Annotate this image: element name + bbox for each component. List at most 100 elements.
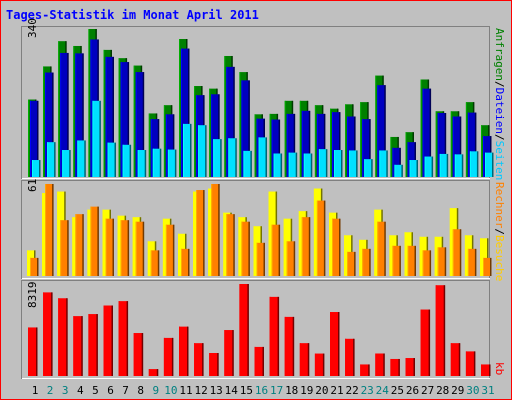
bar-kbytes-shade	[277, 296, 280, 376]
bar-pages-shade	[280, 153, 283, 177]
day-label: 8	[137, 384, 144, 397]
bar-kbytes	[390, 358, 400, 376]
bar-pages-highlight	[303, 153, 305, 177]
bar-kbytes-shade	[383, 353, 385, 376]
bar-kbytes-shade	[489, 364, 491, 376]
bar-kbytes-highlight	[179, 326, 180, 376]
bar-files	[30, 100, 38, 177]
day-label: 24	[376, 384, 390, 397]
bar-pages	[92, 100, 101, 177]
bar-hits-highlight	[103, 49, 105, 177]
bar-files	[105, 56, 114, 177]
day-label: 13	[210, 384, 223, 397]
bar-pages-shade	[99, 100, 101, 177]
bar-visits-highlight	[480, 238, 481, 276]
bar-sites-highlight	[105, 218, 107, 276]
bar-sites-highlight	[301, 217, 303, 276]
bar-sites	[211, 184, 220, 276]
bar-sites-shade	[172, 224, 175, 276]
day-label: 23	[361, 384, 374, 397]
bar-hits-highlight	[375, 75, 377, 177]
day-label: 31	[481, 384, 494, 397]
bar-files-shade	[354, 116, 356, 177]
day-label: 29	[451, 384, 464, 397]
bar-pages	[485, 152, 493, 177]
bar-sites	[362, 248, 371, 276]
bar-pages-shade	[371, 159, 373, 177]
bar-visits-highlight	[313, 188, 315, 276]
day-label: 28	[436, 384, 449, 397]
bar-sites	[150, 250, 159, 276]
legend-pages: Seiten	[493, 141, 506, 181]
bar-kbytes	[360, 364, 370, 376]
bar-sites-highlight	[45, 184, 47, 276]
bar-sites-highlight	[347, 251, 349, 276]
bar-sites-shade	[127, 220, 130, 276]
bar-kbytes-shade	[353, 338, 355, 376]
day-label: 14	[225, 384, 239, 397]
bar-kbytes-shade	[473, 351, 476, 376]
bar-kbytes	[465, 351, 475, 376]
day-label: 21	[330, 384, 343, 397]
day-label: 9	[152, 384, 159, 397]
bar-files-highlight	[196, 95, 198, 177]
bar-sites-shade	[490, 257, 492, 276]
bar-sites	[196, 190, 205, 276]
bar-kbytes-highlight	[43, 292, 45, 376]
bar-pages	[349, 150, 358, 177]
bar-kbytes-shade	[443, 285, 446, 376]
bar-sites	[347, 251, 356, 276]
bar-hits-highlight	[58, 41, 60, 178]
bar-kbytes-highlight	[224, 330, 226, 376]
bar-sites	[452, 229, 461, 276]
bar-pages-shade	[235, 138, 237, 177]
bar-pages	[364, 159, 373, 177]
day-label: 17	[270, 384, 283, 397]
bar-pages-shade	[159, 148, 162, 177]
bar-pages-highlight	[198, 125, 200, 177]
bar-sites-shade	[203, 190, 205, 276]
bar-files-highlight	[467, 112, 469, 177]
bar-sites-shade	[233, 214, 235, 276]
bar-files-highlight	[407, 142, 409, 177]
bar-sites-highlight	[181, 248, 182, 276]
bar-files-shade	[157, 119, 160, 177]
bar-sites-highlight	[362, 248, 364, 276]
bar-files-highlight	[362, 119, 364, 177]
bar-visits-highlight	[193, 191, 195, 276]
bar-files	[301, 110, 310, 177]
bar-pages-shade	[356, 150, 358, 177]
bar-kbytes-highlight	[118, 301, 120, 376]
bar-pages-shade	[386, 150, 388, 177]
bar-pages-shade	[325, 149, 328, 177]
bar-sites-shade	[399, 245, 401, 276]
bar-files-shade	[248, 80, 250, 177]
bar-files	[347, 116, 356, 177]
bar-hits-highlight	[133, 65, 135, 177]
bar-pages-highlight	[152, 148, 154, 177]
bar-pages-shade	[250, 150, 252, 177]
bar-files	[332, 112, 340, 177]
bar-files	[241, 80, 250, 177]
bar-pages-shade	[174, 149, 177, 177]
bar-pages	[62, 150, 71, 177]
bar-sites-shade	[278, 224, 281, 276]
bar-pages-highlight	[273, 153, 275, 177]
bar-kbytes-shade	[66, 298, 68, 376]
bar-kbytes	[179, 326, 188, 376]
bar-files	[135, 72, 144, 177]
bar-sites-highlight	[422, 250, 424, 276]
bar-hits-highlight	[345, 104, 347, 177]
bar-kbytes-shade	[202, 343, 204, 376]
bar-files-highlight	[211, 94, 213, 177]
bar-kbytes-shade	[338, 312, 340, 376]
hits-files-pages-panel	[21, 26, 494, 179]
bar-kbytes	[103, 305, 113, 376]
bar-kbytes-highlight	[435, 285, 437, 376]
day-label: 12	[194, 384, 207, 397]
day-label: 26	[406, 384, 419, 397]
bar-kbytes-highlight	[299, 343, 301, 376]
bar-kbytes-highlight	[450, 343, 452, 376]
bar-kbytes-shade	[126, 301, 129, 376]
bar-visits-highlight	[27, 250, 28, 276]
